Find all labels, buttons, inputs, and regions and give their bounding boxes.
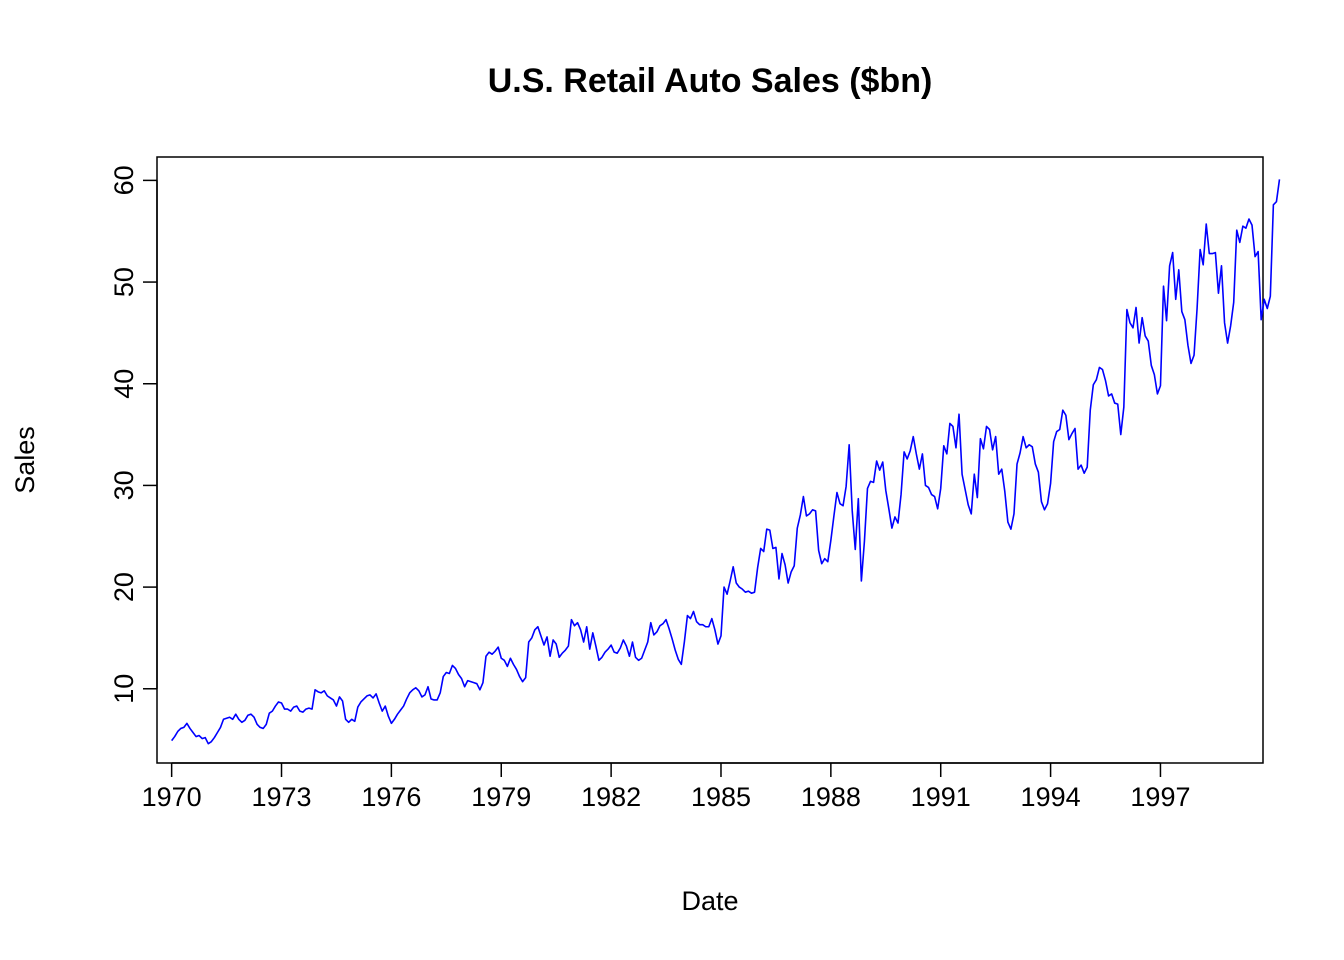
y-tick-label: 50 bbox=[109, 267, 139, 297]
x-tick-label: 1994 bbox=[1021, 782, 1081, 812]
x-tick-label: 1997 bbox=[1130, 782, 1190, 812]
y-tick-label: 10 bbox=[109, 674, 139, 704]
x-tick-label: 1988 bbox=[801, 782, 861, 812]
x-tick-label: 1979 bbox=[471, 782, 531, 812]
x-tick-label: 1982 bbox=[581, 782, 641, 812]
y-tick-label: 40 bbox=[109, 369, 139, 399]
y-tick-label: 30 bbox=[109, 470, 139, 500]
plot-area-frame bbox=[156, 156, 1264, 764]
x-tick-label: 1991 bbox=[911, 782, 971, 812]
x-tick-label: 1985 bbox=[691, 782, 751, 812]
x-tick-label: 1973 bbox=[251, 782, 311, 812]
y-axis-label: Sales bbox=[10, 426, 40, 494]
series-line bbox=[171, 179, 1281, 745]
y-axis: 10 20 30 40 50 60 bbox=[109, 165, 158, 704]
series-group bbox=[171, 179, 1281, 745]
x-axis: 1970 1973 1976 1979 1982 1985 1988 1991 1994 1997 bbox=[142, 762, 1190, 812]
chart-title: U.S. Retail Auto Sales ($bn) bbox=[488, 62, 933, 100]
x-tick-label: 1970 bbox=[142, 782, 202, 812]
y-tick-label: 60 bbox=[109, 165, 139, 195]
y-tick-label: 20 bbox=[109, 572, 139, 602]
x-axis-label: Date bbox=[681, 886, 738, 916]
x-tick-label: 1976 bbox=[361, 782, 421, 812]
